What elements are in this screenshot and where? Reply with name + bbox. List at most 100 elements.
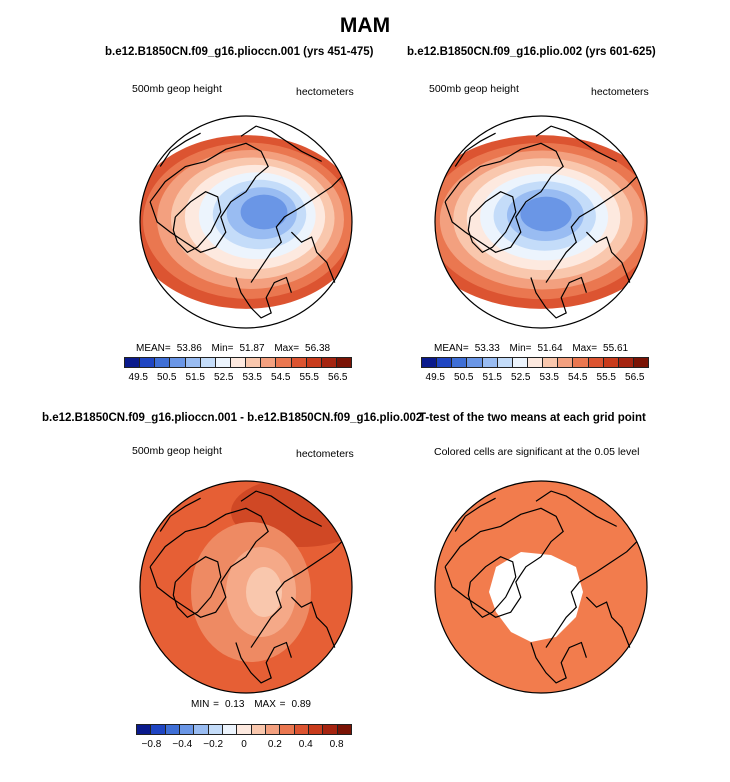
panel-4-title: T-test of the two means at each grid poi… bbox=[419, 412, 646, 424]
map-border-p1 bbox=[139, 115, 353, 329]
colorbar-swatch bbox=[633, 358, 649, 367]
panel-3-left-label: 500mb geop height bbox=[132, 445, 222, 457]
colorbar-swatch bbox=[200, 358, 216, 367]
coastline-p2-6 bbox=[454, 132, 496, 167]
colorbar-swatch bbox=[422, 358, 438, 367]
coastline-p4-4 bbox=[585, 596, 631, 648]
contour-band bbox=[520, 196, 572, 232]
coastline-p3-0 bbox=[149, 507, 269, 618]
coastline-p1-2 bbox=[250, 176, 343, 283]
coastline-p2-2 bbox=[545, 176, 638, 283]
min-label: MIN = bbox=[191, 699, 219, 710]
colorbar-swatch bbox=[261, 358, 277, 367]
colorbar-swatch bbox=[280, 725, 295, 734]
colorbar-tick-label: 54.5 bbox=[568, 372, 588, 383]
coastline-p2-0 bbox=[444, 142, 564, 253]
colorbar-swatch bbox=[337, 725, 351, 734]
colorbar-swatch bbox=[185, 358, 201, 367]
min-value: 51.64 bbox=[537, 343, 563, 354]
coastline-p3-6 bbox=[159, 497, 201, 532]
colorbar-tick-label: 54.5 bbox=[271, 372, 291, 383]
colorbar-tick-label: 51.5 bbox=[482, 372, 502, 383]
coastline-p2-3 bbox=[530, 276, 587, 319]
coastline-p3-4 bbox=[290, 596, 336, 648]
max-label: MAX = bbox=[254, 699, 286, 710]
colorbar-tick-label: 0.4 bbox=[298, 739, 313, 750]
colorbar-tick-label: 0 bbox=[241, 739, 247, 750]
coastline-p1-4 bbox=[290, 231, 336, 283]
colorbar-swatch bbox=[246, 358, 262, 367]
coastline-p4-5 bbox=[535, 490, 617, 527]
nonsignificant-region bbox=[489, 552, 583, 642]
mean-label: MEAN= bbox=[136, 343, 171, 354]
min-label: Min= bbox=[509, 343, 532, 354]
colorbar-swatch bbox=[215, 358, 231, 367]
colorbar-tick-label: 50.5 bbox=[454, 372, 474, 383]
colorbar-swatch bbox=[618, 358, 634, 367]
colorbar-ticks-panel-3: −0.8 −0.4 −0.2 0 0.2 0.4 0.8 bbox=[136, 739, 352, 750]
colorbar-swatch bbox=[497, 358, 513, 367]
colorbar-tick-label: 50.5 bbox=[157, 372, 177, 383]
max-value: 55.61 bbox=[603, 343, 629, 354]
colorbar-swatch bbox=[237, 725, 252, 734]
colorbar-tick-label: 56.5 bbox=[328, 372, 348, 383]
colorbar-swatch bbox=[170, 358, 186, 367]
coastline-p2-1 bbox=[467, 191, 517, 254]
colorbar-swatch bbox=[323, 725, 338, 734]
map-fill-p2 bbox=[435, 135, 647, 309]
colorbar-swatch bbox=[194, 725, 209, 734]
map-border-p3 bbox=[139, 480, 353, 694]
colorbar-swatch bbox=[512, 358, 528, 367]
colorbar-swatch bbox=[222, 725, 238, 734]
colorbar-panel-2 bbox=[421, 357, 649, 368]
colorbar-tick-label: 55.5 bbox=[299, 372, 319, 383]
coastline-p1-6 bbox=[159, 132, 201, 167]
colorbar-swatch bbox=[588, 358, 604, 367]
colorbar-ticks-panel-1: 49.5 50.5 51.5 52.5 53.5 54.5 55.5 56.5 bbox=[124, 372, 352, 383]
colorbar-tick-label: 53.5 bbox=[242, 372, 262, 383]
colorbar-swatch bbox=[336, 358, 352, 367]
colorbar-swatch bbox=[140, 358, 156, 367]
colorbar-swatch bbox=[603, 358, 619, 367]
colorbar-swatch bbox=[308, 725, 324, 734]
colorbar-panel-3 bbox=[136, 724, 352, 735]
colorbar-swatch bbox=[558, 358, 574, 367]
coastline-p1-5 bbox=[240, 125, 322, 162]
mean-value: 53.86 bbox=[176, 343, 202, 354]
colorbar-swatch bbox=[251, 725, 266, 734]
colorbar-swatch bbox=[573, 358, 589, 367]
colorbar-tick-label: 56.5 bbox=[625, 372, 645, 383]
colorbar-tick-label: 53.5 bbox=[539, 372, 559, 383]
max-label: Max= bbox=[572, 343, 598, 354]
panel-1-stats: MEAN= 53.86 Min= 51.87 Max= 56.38 bbox=[136, 343, 336, 354]
coastline-p4-2 bbox=[545, 541, 638, 648]
colorbar-tick-label: 0.2 bbox=[267, 739, 282, 750]
colorbar-swatch bbox=[151, 725, 166, 734]
mean-label: MEAN= bbox=[434, 343, 469, 354]
mean-value: 53.33 bbox=[474, 343, 500, 354]
max-value: 56.38 bbox=[305, 343, 331, 354]
colorbar-tick-label: 49.5 bbox=[425, 372, 445, 383]
colorbar-tick-label: 51.5 bbox=[185, 372, 205, 383]
map-border-p2 bbox=[434, 115, 648, 329]
colorbar-swatch bbox=[276, 358, 292, 367]
colorbar-panel-1 bbox=[124, 357, 352, 368]
coastline-p1-3 bbox=[235, 276, 292, 319]
colorbar-tick-label: 55.5 bbox=[596, 372, 616, 383]
coastline-p4-1 bbox=[467, 556, 517, 619]
coastline-p4-6 bbox=[454, 497, 496, 532]
min-label: Min= bbox=[211, 343, 234, 354]
colorbar-swatch bbox=[437, 358, 453, 367]
panel-2-units: hectometers bbox=[591, 86, 649, 98]
panel-1-units: hectometers bbox=[296, 86, 354, 98]
colorbar-swatch bbox=[527, 358, 544, 367]
colorbar-tick-label: 52.5 bbox=[214, 372, 234, 383]
colorbar-swatch bbox=[155, 358, 171, 367]
panel-1-left-label: 500mb geop height bbox=[132, 83, 222, 95]
coastline-p3-5 bbox=[240, 490, 322, 527]
colorbar-swatch bbox=[265, 725, 281, 734]
colorbar-swatch bbox=[452, 358, 468, 367]
coastline-p2-4 bbox=[585, 231, 631, 283]
colorbar-ticks-panel-2: 49.5 50.5 51.5 52.5 53.5 54.5 55.5 56.5 bbox=[421, 372, 649, 383]
